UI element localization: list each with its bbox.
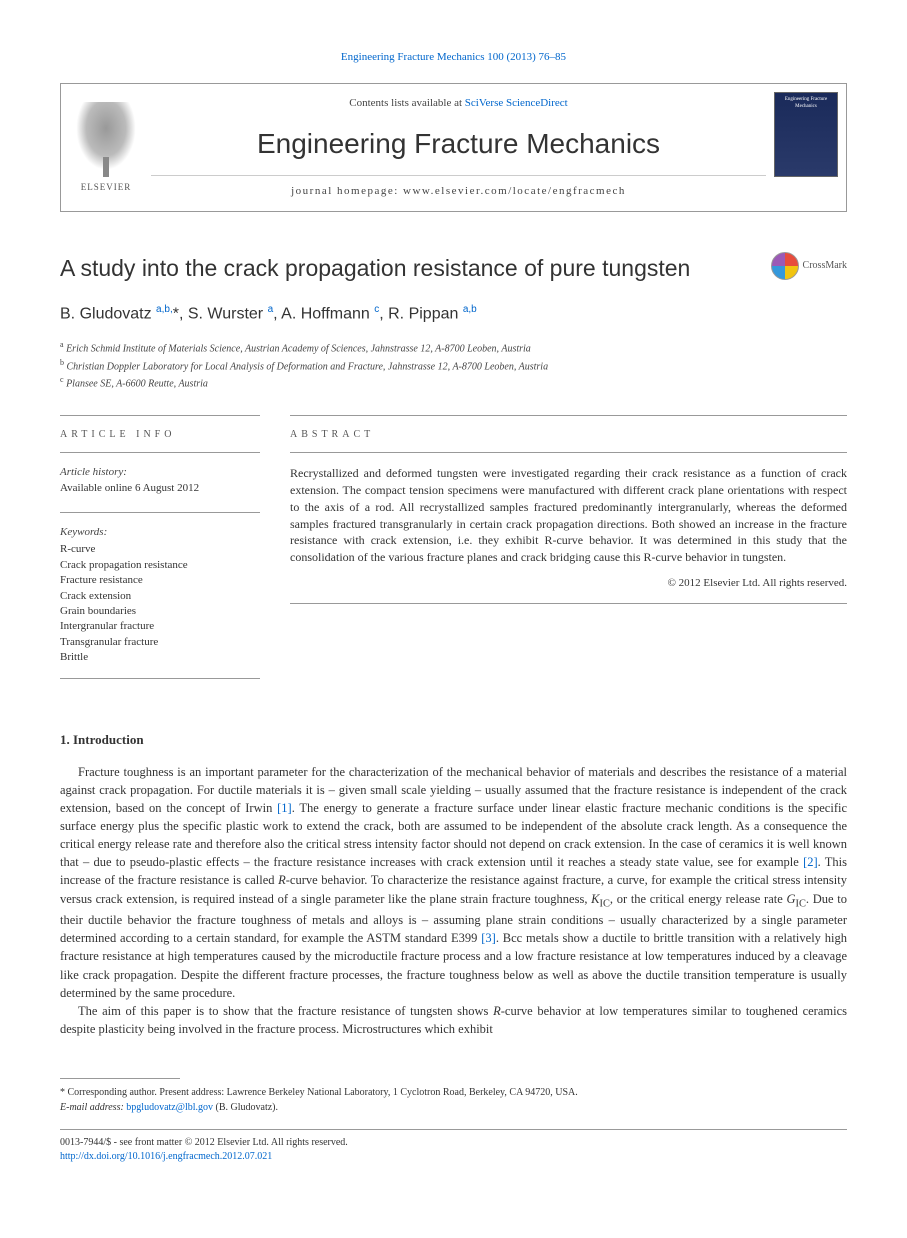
keyword-item: R-curve <box>60 542 260 557</box>
sciencedirect-link[interactable]: SciVerse ScienceDirect <box>465 97 568 109</box>
intro-paragraph-1: Fracture toughness is an important param… <box>60 763 847 1002</box>
keyword-item: Crack extension <box>60 589 260 604</box>
journal-cover-thumb: Engineering Fracture Mechanics <box>766 84 846 211</box>
homepage-url[interactable]: www.elsevier.com/locate/engfracmech <box>403 185 626 197</box>
email-label: E-mail address: <box>60 1102 126 1113</box>
footer-line1: 0013-7944/$ - see front matter © 2012 El… <box>60 1136 847 1150</box>
email-name: (B. Gludovatz). <box>213 1102 278 1113</box>
cover-image: Engineering Fracture Mechanics <box>774 92 838 177</box>
keyword-item: Grain boundaries <box>60 604 260 619</box>
top-citation: Engineering Fracture Mechanics 100 (2013… <box>60 50 847 65</box>
homepage-prefix: journal homepage: <box>291 185 403 197</box>
authors-line: B. Gludovatz a,b,*, S. Wurster a, A. Hof… <box>60 303 847 326</box>
journal-header-box: ELSEVIER Contents lists available at Sci… <box>60 83 847 212</box>
keyword-item: Crack propagation resistance <box>60 558 260 573</box>
elsevier-tree-icon <box>71 102 141 177</box>
abstract-column: ABSTRACT Recrystallized and deformed tun… <box>290 415 847 690</box>
keyword-item: Fracture resistance <box>60 573 260 588</box>
doi-link[interactable]: http://dx.doi.org/10.1016/j.engfracmech.… <box>60 1151 272 1162</box>
section-heading-intro: 1. Introduction <box>60 731 847 749</box>
keyword-item: Brittle <box>60 650 260 665</box>
keyword-item: Transgranular fracture <box>60 635 260 650</box>
publisher-logo: ELSEVIER <box>61 84 151 211</box>
intro-paragraph-2: The aim of this paper is to show that th… <box>60 1002 847 1038</box>
affiliations-block: a Erich Schmid Institute of Materials Sc… <box>60 339 847 391</box>
keyword-item: Intergranular fracture <box>60 619 260 634</box>
publisher-name: ELSEVIER <box>81 181 132 194</box>
affiliation-line: c Plansee SE, A-6600 Reutte, Austria <box>60 374 847 391</box>
contents-prefix: Contents lists available at <box>349 97 464 109</box>
contents-line: Contents lists available at SciVerse Sci… <box>161 96 756 111</box>
keywords-label: Keywords: <box>60 525 260 540</box>
crossmark-icon <box>771 252 799 280</box>
journal-name: Engineering Fracture Mechanics <box>161 124 756 163</box>
history-value: Available online 6 August 2012 <box>60 481 260 496</box>
corresponding-author-footnote: * Corresponding author. Present address:… <box>60 1085 847 1115</box>
article-title: A study into the crack propagation resis… <box>60 252 690 284</box>
footer-block: 0013-7944/$ - see front matter © 2012 El… <box>60 1136 847 1164</box>
article-info-column: ARTICLE INFO Article history: Available … <box>60 415 260 690</box>
affiliation-line: a Erich Schmid Institute of Materials Sc… <box>60 339 847 356</box>
corresponding-line: * Corresponding author. Present address:… <box>60 1085 847 1100</box>
crossmark-label: CrossMark <box>803 259 847 273</box>
copyright-line: © 2012 Elsevier Ltd. All rights reserved… <box>290 576 847 591</box>
article-info-label: ARTICLE INFO <box>60 428 260 442</box>
abstract-text: Recrystallized and deformed tungsten wer… <box>290 465 847 566</box>
history-label: Article history: <box>60 465 260 480</box>
author-email[interactable]: bpgludovatz@lbl.gov <box>126 1102 213 1113</box>
affiliation-line: b Christian Doppler Laboratory for Local… <box>60 357 847 374</box>
abstract-label: ABSTRACT <box>290 428 847 442</box>
keywords-list: R-curveCrack propagation resistanceFract… <box>60 542 260 665</box>
journal-homepage: journal homepage: www.elsevier.com/locat… <box>151 175 766 199</box>
crossmark-badge[interactable]: CrossMark <box>771 252 847 280</box>
